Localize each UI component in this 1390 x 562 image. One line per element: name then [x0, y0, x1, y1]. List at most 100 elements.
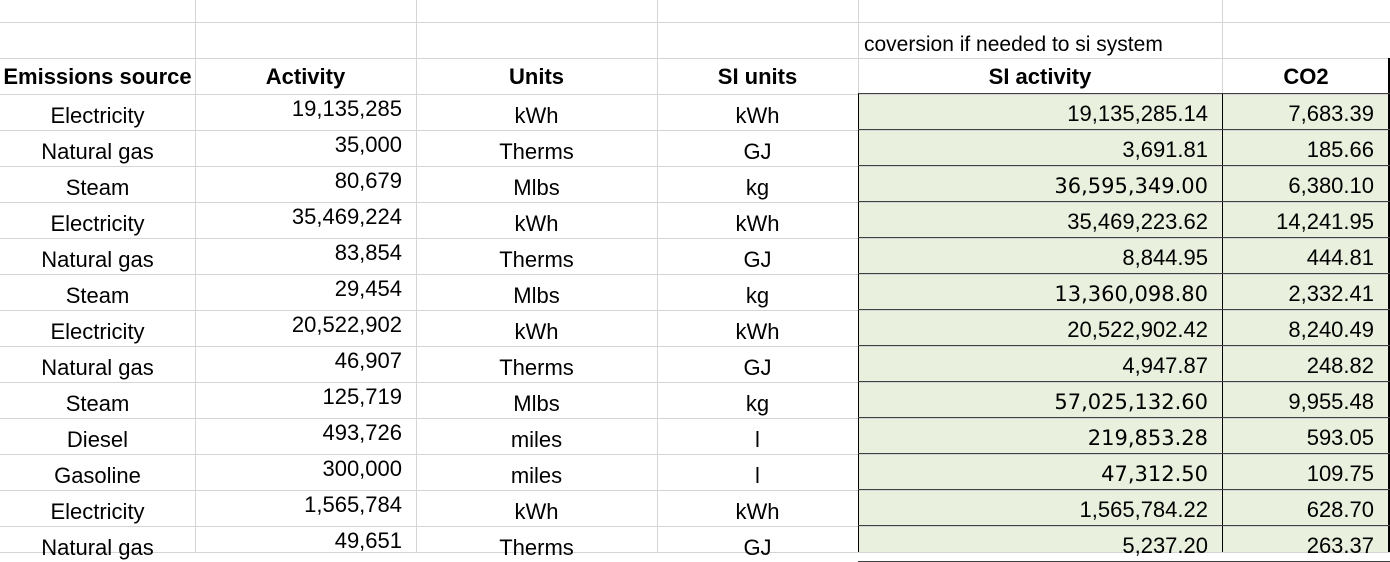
header-co2[interactable]: CO2: [1283, 64, 1329, 89]
units-cell[interactable]: Mlbs: [513, 175, 560, 200]
units-cell[interactable]: Therms: [499, 535, 574, 560]
co2-cell[interactable]: 6,380.10: [1288, 173, 1374, 198]
co2-cell[interactable]: 109.75: [1306, 461, 1374, 486]
si-units-cell[interactable]: kWh: [735, 211, 780, 236]
row-gridline: [0, 202, 1390, 203]
units-cell[interactable]: Therms: [499, 139, 574, 164]
row-gridline: [0, 526, 1390, 527]
table-row: Natural gas 46,907 Therms GJ 4,947.87 248.82: [0, 346, 1390, 382]
co2-cell[interactable]: 185.66: [1306, 137, 1374, 162]
si-activity-cell[interactable]: 4,947.87: [1122, 353, 1208, 378]
si-units-cell[interactable]: GJ: [743, 355, 772, 380]
si-activity-cell[interactable]: 57,025,132.60: [1054, 390, 1208, 414]
emissions-source-cell[interactable]: Steam: [65, 391, 130, 416]
si-activity-cell[interactable]: 47,312.50: [1101, 462, 1208, 486]
co2-cell[interactable]: 8,240.49: [1288, 317, 1374, 342]
co2-cell[interactable]: 628.70: [1306, 497, 1374, 522]
activity-cell[interactable]: 19,135,285: [291, 96, 402, 121]
activity-cell[interactable]: 29,454: [334, 276, 402, 301]
emissions-source-cell[interactable]: Electricity: [50, 319, 145, 344]
emissions-source-cell[interactable]: Electricity: [50, 211, 145, 236]
emissions-source-cell[interactable]: Electricity: [50, 499, 145, 524]
units-cell[interactable]: miles: [510, 427, 563, 452]
si-activity-cell[interactable]: 19,135,285.14: [1067, 101, 1208, 126]
units-cell[interactable]: Mlbs: [513, 391, 560, 416]
activity-cell[interactable]: 49,651: [334, 528, 402, 553]
si-activity-cell[interactable]: 8,844.95: [1122, 245, 1208, 270]
co2-cell[interactable]: 14,241.95: [1276, 209, 1374, 234]
activity-cell[interactable]: 35,469,224: [291, 204, 402, 229]
emissions-source-cell[interactable]: Natural gas: [41, 355, 154, 380]
co2-cell[interactable]: 7,683.39: [1288, 101, 1374, 126]
activity-cell[interactable]: 300,000: [322, 456, 402, 481]
si-activity-cell[interactable]: 3,691.81: [1122, 137, 1208, 162]
activity-cell[interactable]: 493,726: [322, 420, 402, 445]
table-row: Natural gas 49,651 Therms GJ 5,237.20 263.37: [0, 526, 1390, 562]
emissions-source-cell[interactable]: Diesel: [66, 427, 129, 452]
emissions-source-cell[interactable]: Natural gas: [41, 139, 154, 164]
co2-cell[interactable]: 2,332.41: [1288, 281, 1374, 306]
header-si-activity[interactable]: SI activity: [988, 64, 1092, 89]
table-row: Electricity 19,135,285 kWh kWh 19,135,285.14…: [0, 94, 1390, 130]
header-emissions-source[interactable]: Emissions source: [3, 64, 192, 89]
si-units-cell[interactable]: kWh: [735, 319, 780, 344]
si-activity-cell[interactable]: 36,595,349.00: [1054, 174, 1208, 198]
si-units-cell[interactable]: kg: [745, 391, 770, 416]
header-activity[interactable]: Activity: [265, 64, 346, 89]
si-units-cell[interactable]: kg: [745, 175, 770, 200]
conversion-note: coversion if needed to si system: [864, 32, 1163, 56]
si-activity-cell[interactable]: 20,522,902.42: [1067, 317, 1208, 342]
co2-cell[interactable]: 263.37: [1306, 533, 1374, 558]
co2-cell[interactable]: 593.05: [1306, 425, 1374, 450]
emissions-source-cell[interactable]: Natural gas: [41, 247, 154, 272]
si-activity-cell[interactable]: 13,360,098.80: [1054, 282, 1208, 306]
units-cell[interactable]: Therms: [499, 247, 574, 272]
emissions-source-cell[interactable]: Steam: [65, 175, 130, 200]
table-row: Electricity 35,469,224 kWh kWh 35,469,223.62…: [0, 202, 1390, 238]
co2-cell[interactable]: 9,955.48: [1288, 389, 1374, 414]
units-cell[interactable]: kWh: [514, 103, 559, 128]
units-cell[interactable]: miles: [510, 463, 563, 488]
si-units-cell[interactable]: GJ: [743, 535, 772, 560]
co2-cell[interactable]: 248.82: [1306, 353, 1374, 378]
emissions-source-cell[interactable]: Gasoline: [54, 463, 141, 488]
si-activity-cell[interactable]: 5,237.20: [1122, 533, 1208, 558]
activity-cell[interactable]: 46,907: [334, 348, 402, 373]
emissions-source-cell[interactable]: Natural gas: [41, 535, 154, 560]
si-units-cell[interactable]: kg: [745, 283, 770, 308]
si-activity-cell[interactable]: 219,853.28: [1087, 426, 1208, 450]
header-units[interactable]: Units: [509, 64, 564, 89]
si-units-cell[interactable]: GJ: [743, 139, 772, 164]
si-units-cell[interactable]: kWh: [735, 103, 780, 128]
cell-border: [858, 525, 1390, 526]
units-cell[interactable]: Mlbs: [513, 283, 560, 308]
units-cell[interactable]: kWh: [514, 499, 559, 524]
header-si-units[interactable]: SI units: [717, 64, 798, 89]
row-gridline: [0, 166, 1390, 167]
activity-cell[interactable]: 80,679: [334, 168, 402, 193]
units-cell[interactable]: Therms: [499, 355, 574, 380]
emissions-source-cell[interactable]: Steam: [65, 283, 130, 308]
row-gridline: [0, 310, 1390, 311]
si-activity-cell[interactable]: 1,565,784.22: [1079, 497, 1208, 522]
activity-cell[interactable]: 125,719: [322, 384, 402, 409]
activity-cell[interactable]: 20,522,902: [291, 312, 402, 337]
si-units-cell[interactable]: l: [755, 427, 760, 452]
emissions-source-cell[interactable]: Electricity: [50, 103, 145, 128]
si-activity-cell[interactable]: 35,469,223.62: [1067, 209, 1208, 234]
units-cell[interactable]: kWh: [514, 211, 559, 236]
units-cell[interactable]: kWh: [514, 319, 559, 344]
row-gridline: [0, 130, 1390, 131]
si-units-cell[interactable]: kWh: [735, 499, 780, 524]
row-gridline: [0, 58, 1390, 59]
si-units-cell[interactable]: GJ: [743, 247, 772, 272]
activity-cell[interactable]: 1,565,784: [304, 492, 402, 517]
co2-cell[interactable]: 444.81: [1306, 245, 1374, 270]
activity-cell[interactable]: 35,000: [334, 132, 402, 157]
si-units-cell[interactable]: l: [755, 463, 760, 488]
table-row: Electricity 20,522,902 kWh kWh 20,522,902.42…: [0, 310, 1390, 346]
cell-border: [858, 93, 1390, 94]
activity-cell[interactable]: 83,854: [334, 240, 402, 265]
cell-border: [858, 453, 1390, 454]
